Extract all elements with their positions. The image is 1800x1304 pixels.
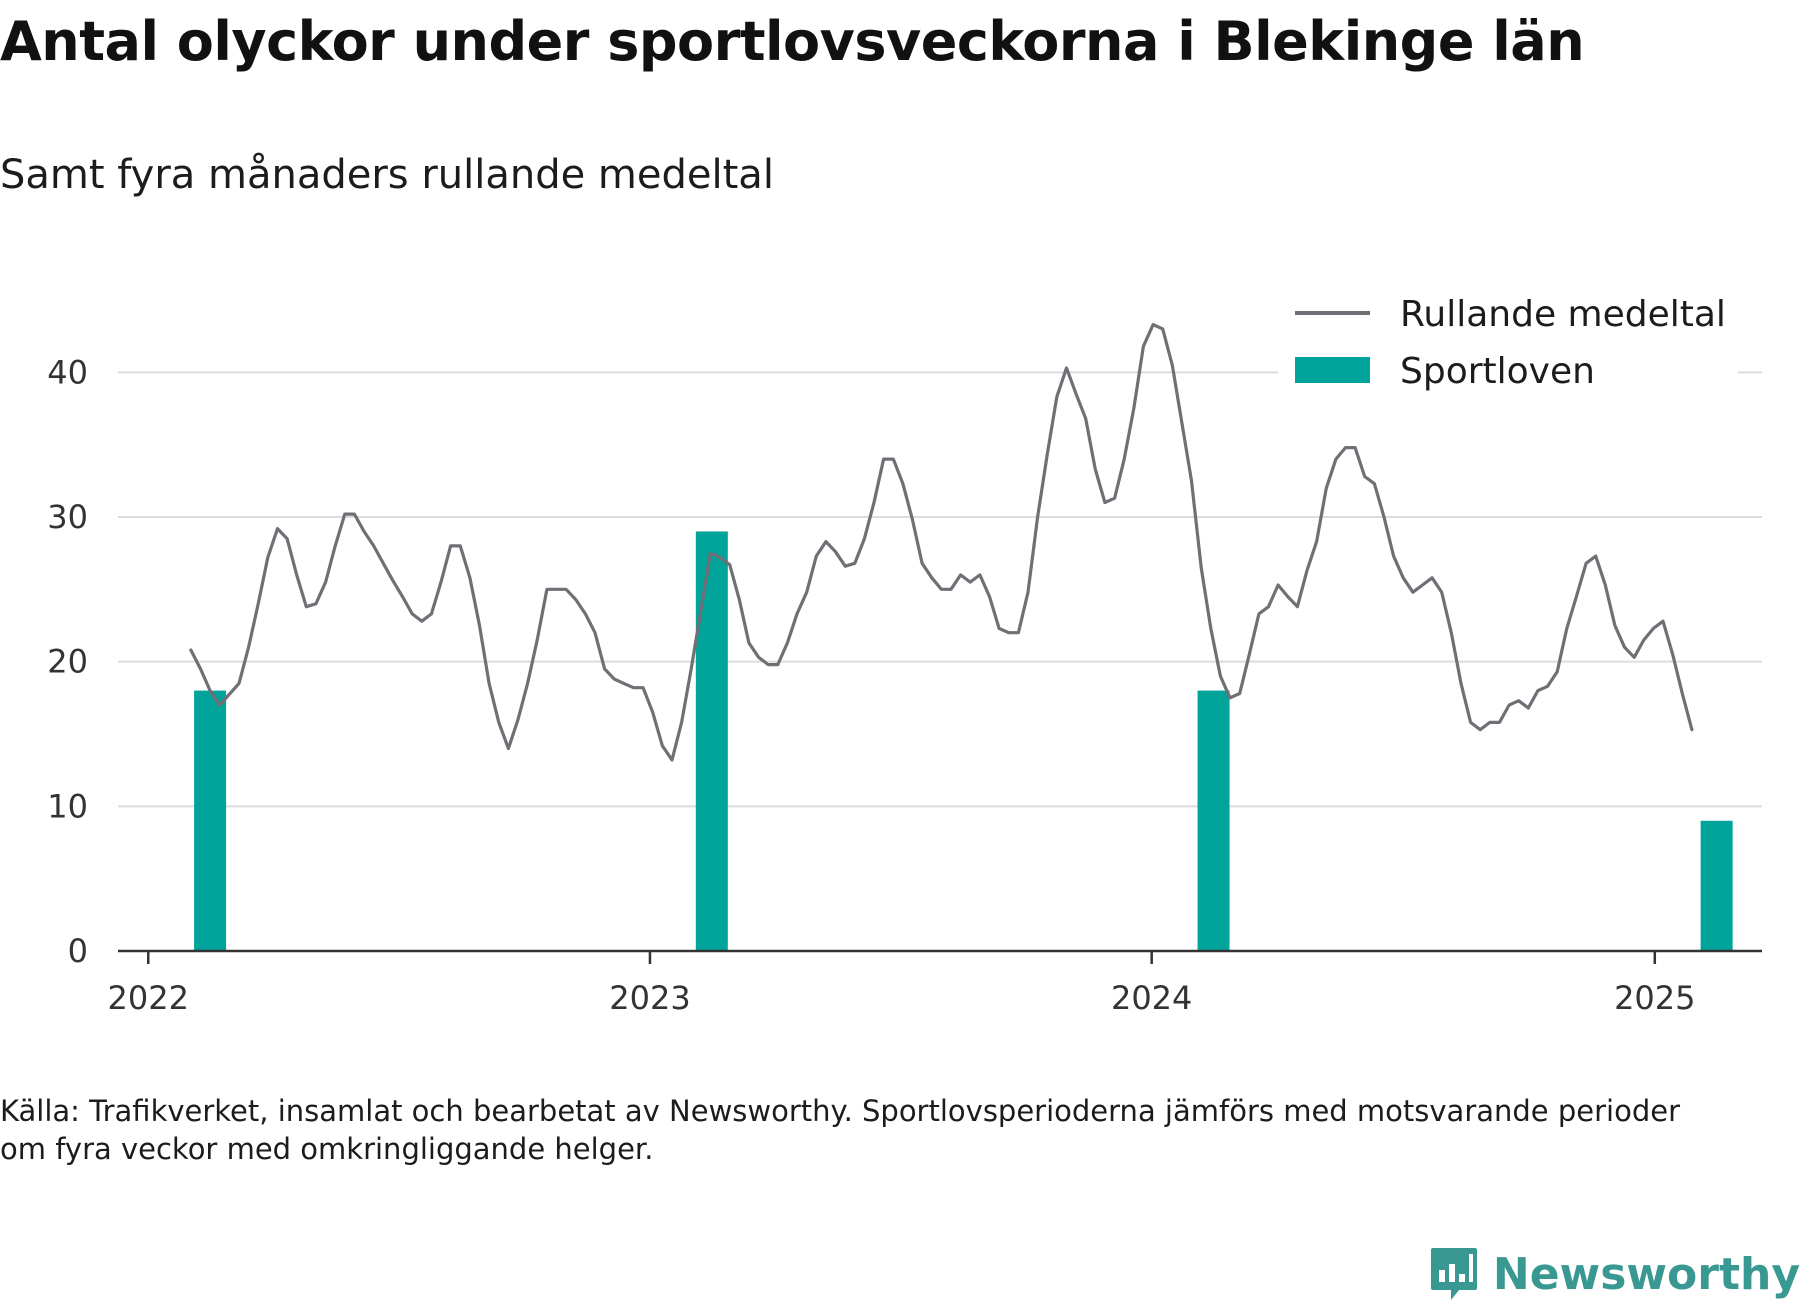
bar xyxy=(194,690,227,951)
legend-label-bars: Sportloven xyxy=(1400,351,1595,392)
logo-bar-4 xyxy=(1468,1254,1473,1282)
y-tick-label: 0 xyxy=(68,932,88,970)
x-tick-label: 2022 xyxy=(108,979,189,1017)
legend: Rullande medeltal Sportloven xyxy=(1278,278,1738,396)
y-tick-label: 10 xyxy=(47,787,88,825)
logo-bar-2 xyxy=(1448,1264,1455,1282)
brand-logo: Newsworthy xyxy=(1429,1244,1800,1304)
x-tick-label: 2025 xyxy=(1614,979,1695,1017)
x-axis-ticks: 2022 2023 2024 2025 xyxy=(108,951,1696,1017)
y-tick-label: 30 xyxy=(47,498,88,536)
legend-label-line: Rullande medeltal xyxy=(1400,294,1726,335)
bar xyxy=(1197,690,1230,951)
bar-chart-icon xyxy=(1430,1248,1477,1300)
y-tick-label: 40 xyxy=(47,353,88,391)
source-note: Källa: Trafikverket, insamlat och bearbe… xyxy=(0,1094,1681,1166)
legend-bar-swatch xyxy=(1295,357,1370,383)
bar xyxy=(695,531,728,951)
chart-subtitle: Samt fyra månaders rullande medeltal xyxy=(0,152,774,198)
chart-title: Antal olyckor under sportlovsveckorna i … xyxy=(0,10,1585,73)
y-axis-ticks: 0 10 20 30 40 xyxy=(47,353,88,970)
y-tick-label: 20 xyxy=(47,643,88,681)
brand-name: Newsworthy xyxy=(1492,1248,1800,1300)
x-tick-label: 2024 xyxy=(1111,979,1192,1017)
logo-bar-1 xyxy=(1438,1270,1445,1282)
rolling-average-line xyxy=(189,323,1694,762)
bar-series xyxy=(194,531,1733,951)
bar xyxy=(1700,820,1733,951)
x-tick-label: 2023 xyxy=(609,979,690,1017)
chart-area: 2022 2023 2024 2025 0 10 20 30 40 Rullande mede… xyxy=(47,278,1762,1017)
logo-bar-3 xyxy=(1458,1274,1465,1282)
